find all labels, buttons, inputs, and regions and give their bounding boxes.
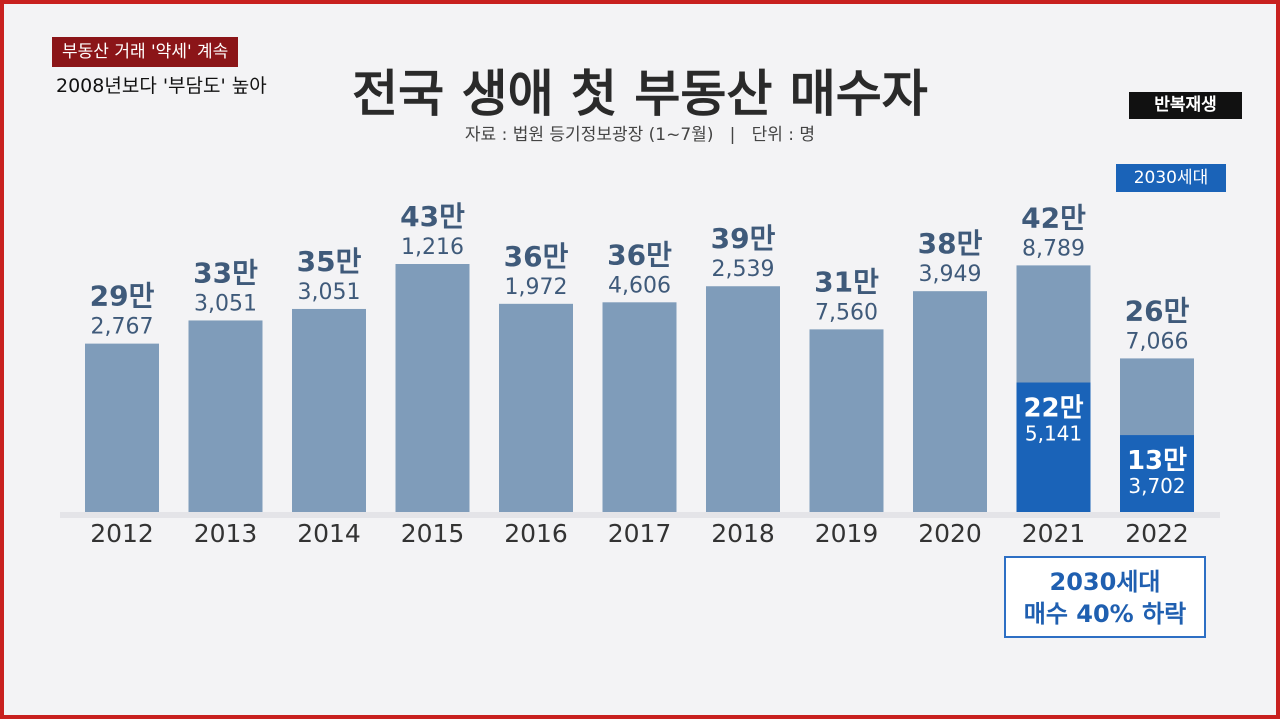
bar-label-main-2014: 35만 — [297, 245, 362, 278]
bar-2017 — [602, 302, 677, 512]
bar-2030-2021 — [1016, 382, 1091, 512]
bar-label-main-2013: 33만 — [193, 256, 258, 289]
bar-2020 — [913, 291, 987, 512]
chart-title: 전국 생애 첫 부동산 매수자 — [352, 65, 928, 123]
bar-label-sub-2013: 3,051 — [194, 291, 257, 316]
bar-2030-label-main-2021: 22만 — [1023, 394, 1083, 424]
bar-label-sub-2020: 3,949 — [919, 262, 982, 287]
bar-label-sub-2012: 2,767 — [91, 315, 154, 340]
replay-badge[interactable]: 반복재생 — [1129, 92, 1242, 119]
bar-label-sub-2021: 8,789 — [1022, 236, 1085, 261]
bar-label-sub-2017: 4,606 — [608, 273, 671, 298]
bar-2030-2022 — [1120, 435, 1194, 512]
bar-label-main-2021: 42만 — [1021, 201, 1086, 234]
bar-2012 — [85, 343, 159, 512]
bar-label-main-2022: 26만 — [1125, 294, 1190, 327]
callout-line-1: 2030세대 — [1049, 568, 1161, 596]
news-caption-subline: 2008년보다 '부담도' 높아 — [56, 75, 267, 97]
x-tick-2021: 2021 — [1022, 519, 1086, 548]
bar-label-sub-2014: 3,051 — [298, 280, 361, 305]
bar-2030-label-main-2022: 13만 — [1127, 446, 1187, 476]
callout-line-2: 매수 40% 하락 — [1023, 600, 1187, 628]
bar-2013 — [188, 320, 263, 512]
bar-2030-label-sub-2021: 5,141 — [1025, 422, 1082, 446]
bar-label-main-2017: 36만 — [607, 238, 672, 271]
bar-label-main-2020: 38만 — [918, 227, 983, 260]
legend-2030: 2030세대 — [1116, 164, 1226, 192]
bar-label-sub-2016: 1,972 — [505, 275, 568, 300]
x-tick-2012: 2012 — [90, 519, 154, 548]
x-tick-2017: 2017 — [608, 519, 672, 548]
bar-label-sub-2019: 7,560 — [815, 300, 878, 325]
x-tick-2015: 2015 — [401, 519, 465, 548]
x-tick-2022: 2022 — [1125, 519, 1189, 548]
callout-box: 2030세대 매수 40% 하락 — [1004, 556, 1206, 638]
x-tick-2019: 2019 — [815, 519, 879, 548]
bar-label-main-2015: 43만 — [400, 200, 465, 233]
bar-label-main-2016: 36만 — [504, 240, 569, 273]
bar-2018 — [706, 286, 780, 512]
x-tick-2018: 2018 — [711, 519, 775, 548]
bar-label-sub-2018: 2,539 — [712, 257, 775, 282]
chart-subtitle: 자료 : 법원 등기정보광장 (1~7월) | 단위 : 명 — [464, 125, 816, 145]
bar-2014 — [292, 308, 366, 512]
x-tick-2020: 2020 — [918, 519, 982, 548]
baseline — [60, 512, 1220, 518]
bar-label-main-2018: 39만 — [711, 222, 776, 255]
bar-2030-label-sub-2022: 3,702 — [1128, 474, 1185, 498]
bar-label-sub-2022: 7,066 — [1126, 329, 1189, 354]
news-caption-headline: 부동산 거래 '약세' 계속 — [52, 37, 239, 67]
bar-label-sub-2015: 1,216 — [401, 235, 464, 260]
x-tick-2016: 2016 — [504, 519, 568, 548]
bar-2016 — [499, 303, 573, 512]
x-tick-2013: 2013 — [194, 519, 258, 548]
bar-2019 — [809, 329, 884, 512]
bar-label-main-2019: 31만 — [814, 265, 879, 298]
bar-2015 — [395, 264, 470, 512]
bar-label-main-2012: 29만 — [90, 280, 155, 313]
x-tick-2014: 2014 — [297, 519, 361, 548]
